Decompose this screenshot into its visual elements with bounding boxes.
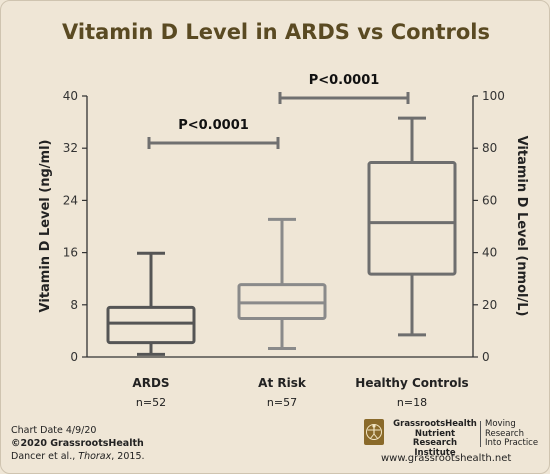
org-line-2: Nutrient (414, 428, 456, 439)
citation-journal: Thorax (78, 451, 112, 462)
citation-suffix: , 2015. (111, 451, 145, 462)
tagline-line-3: Into Practice (485, 438, 539, 448)
website-link[interactable]: www.grassrootshealth.net (381, 453, 512, 464)
chart-date: Chart Date 4/9/20 (11, 425, 97, 436)
y-tick-label-right: 20 (482, 298, 497, 312)
p-value-label: P<0.0001 (178, 118, 249, 133)
category-label: ARDS (132, 376, 169, 390)
vitruvian-man-icon (364, 419, 384, 445)
category-label: At Risk (258, 376, 307, 390)
sample-size-label: n=57 (267, 396, 297, 409)
chart-title: Vitamin D Level in ARDS vs Controls (62, 20, 490, 44)
org-line-1: GrassrootsHealth (393, 419, 477, 429)
y-tick-label-left: 32 (63, 141, 78, 155)
tagline-line-1: Moving (485, 419, 516, 429)
footer-info: Chart Date 4/9/20 ©2020 GrassrootsHealth… (11, 424, 145, 463)
citation: Dancer et al., Thorax, 2015. (11, 450, 145, 463)
y-axis-label-right: Vitamin D Level (nmol/L) (514, 136, 529, 317)
plot-area: 0 8 16 24 32 40 0 20 40 60 80 100 ARDS n=52 At Risk n=5… (63, 73, 505, 409)
y-tick-label-left: 0 (70, 350, 78, 364)
citation-prefix: Dancer et al., (11, 451, 79, 462)
sample-size-label: n=18 (397, 396, 427, 409)
box-iqr (367, 161, 457, 276)
copyright: ©2020 GrassrootsHealth (11, 438, 144, 449)
y-tick-label-left: 8 (70, 298, 78, 312)
y-tick-label-right: 80 (482, 141, 497, 155)
y-tick-label-right: 40 (482, 246, 497, 260)
p-value-label: P<0.0001 (309, 73, 380, 88)
y-tick-label-left: 40 (63, 89, 78, 103)
tagline: Moving Research Into Practice (485, 419, 539, 449)
y-tick-label-right: 0 (482, 350, 490, 364)
y-tick-label-left: 16 (63, 246, 78, 260)
y-tick-label-left: 24 (63, 193, 78, 207)
category-label: Healthy Controls (355, 376, 468, 390)
box-iqr (106, 305, 196, 345)
org-name: GrassrootsHealth Nutrient Research Insti… (391, 419, 479, 458)
y-tick-label-right: 100 (482, 89, 505, 103)
sample-size-label: n=52 (136, 396, 166, 409)
y-tick-label-right: 60 (482, 193, 497, 207)
tagline-line-2: Research (485, 428, 524, 439)
org-line-3: Research Institute (412, 438, 458, 458)
footer-divider (480, 421, 481, 447)
y-axis-label-left: Vitamin D Level (ng/ml) (38, 140, 53, 313)
